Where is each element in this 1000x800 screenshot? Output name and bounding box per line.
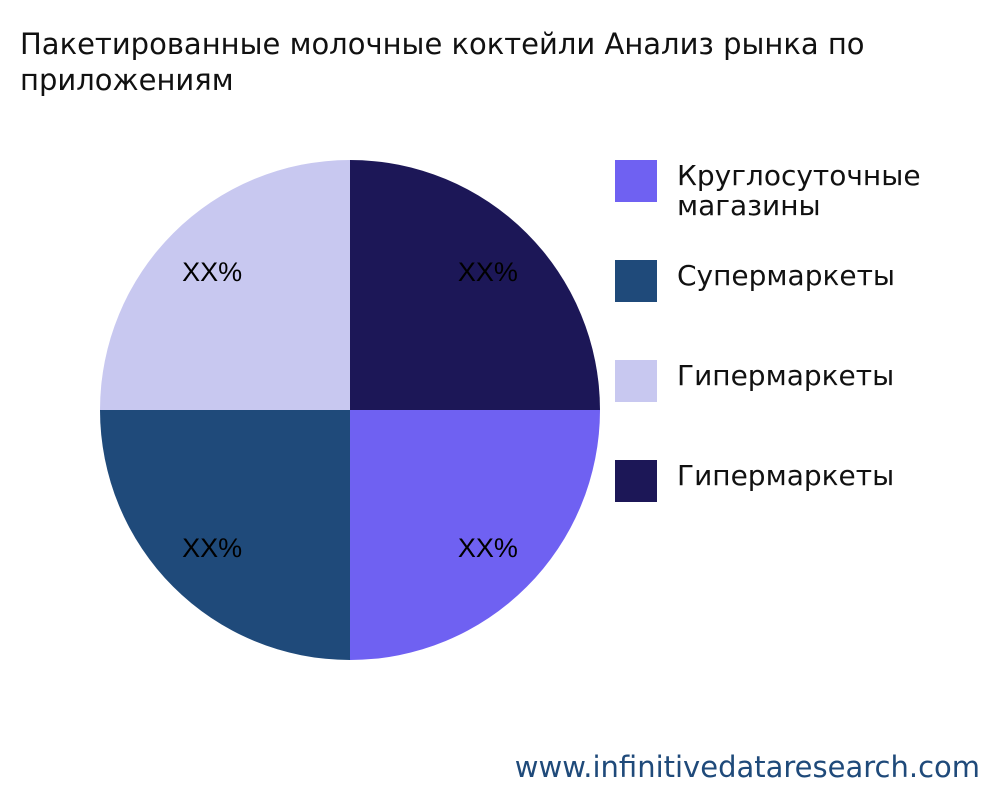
slice-data-label: XX%	[182, 257, 242, 287]
legend-label: Супермаркеты	[677, 259, 896, 292]
slice-data-label: XX%	[458, 257, 518, 287]
pie-slice[interactable]	[100, 160, 350, 410]
watermark: www.infinitivedataresearch.com	[514, 750, 980, 784]
slice-data-label: XX%	[458, 533, 518, 563]
legend-swatch	[615, 460, 657, 502]
pie-slice[interactable]	[350, 410, 600, 660]
chart-title: Пакетированные молочные коктейли Анализ …	[20, 26, 1000, 98]
legend-label: Круглосуточные магазины	[677, 159, 921, 222]
legend-swatch	[615, 160, 657, 202]
legend-swatch	[615, 260, 657, 302]
chart-title-line-2: приложениям	[20, 63, 234, 97]
legend-label: Гипермаркеты	[677, 359, 895, 392]
pie-slice[interactable]	[100, 410, 350, 660]
legend-swatch	[615, 360, 657, 402]
pie-slice[interactable]	[350, 160, 600, 410]
legend-label: Гипермаркеты	[677, 459, 895, 492]
chart-title-line-1: Пакетированные молочные коктейли Анализ …	[20, 27, 865, 61]
slice-data-label: XX%	[182, 533, 242, 563]
